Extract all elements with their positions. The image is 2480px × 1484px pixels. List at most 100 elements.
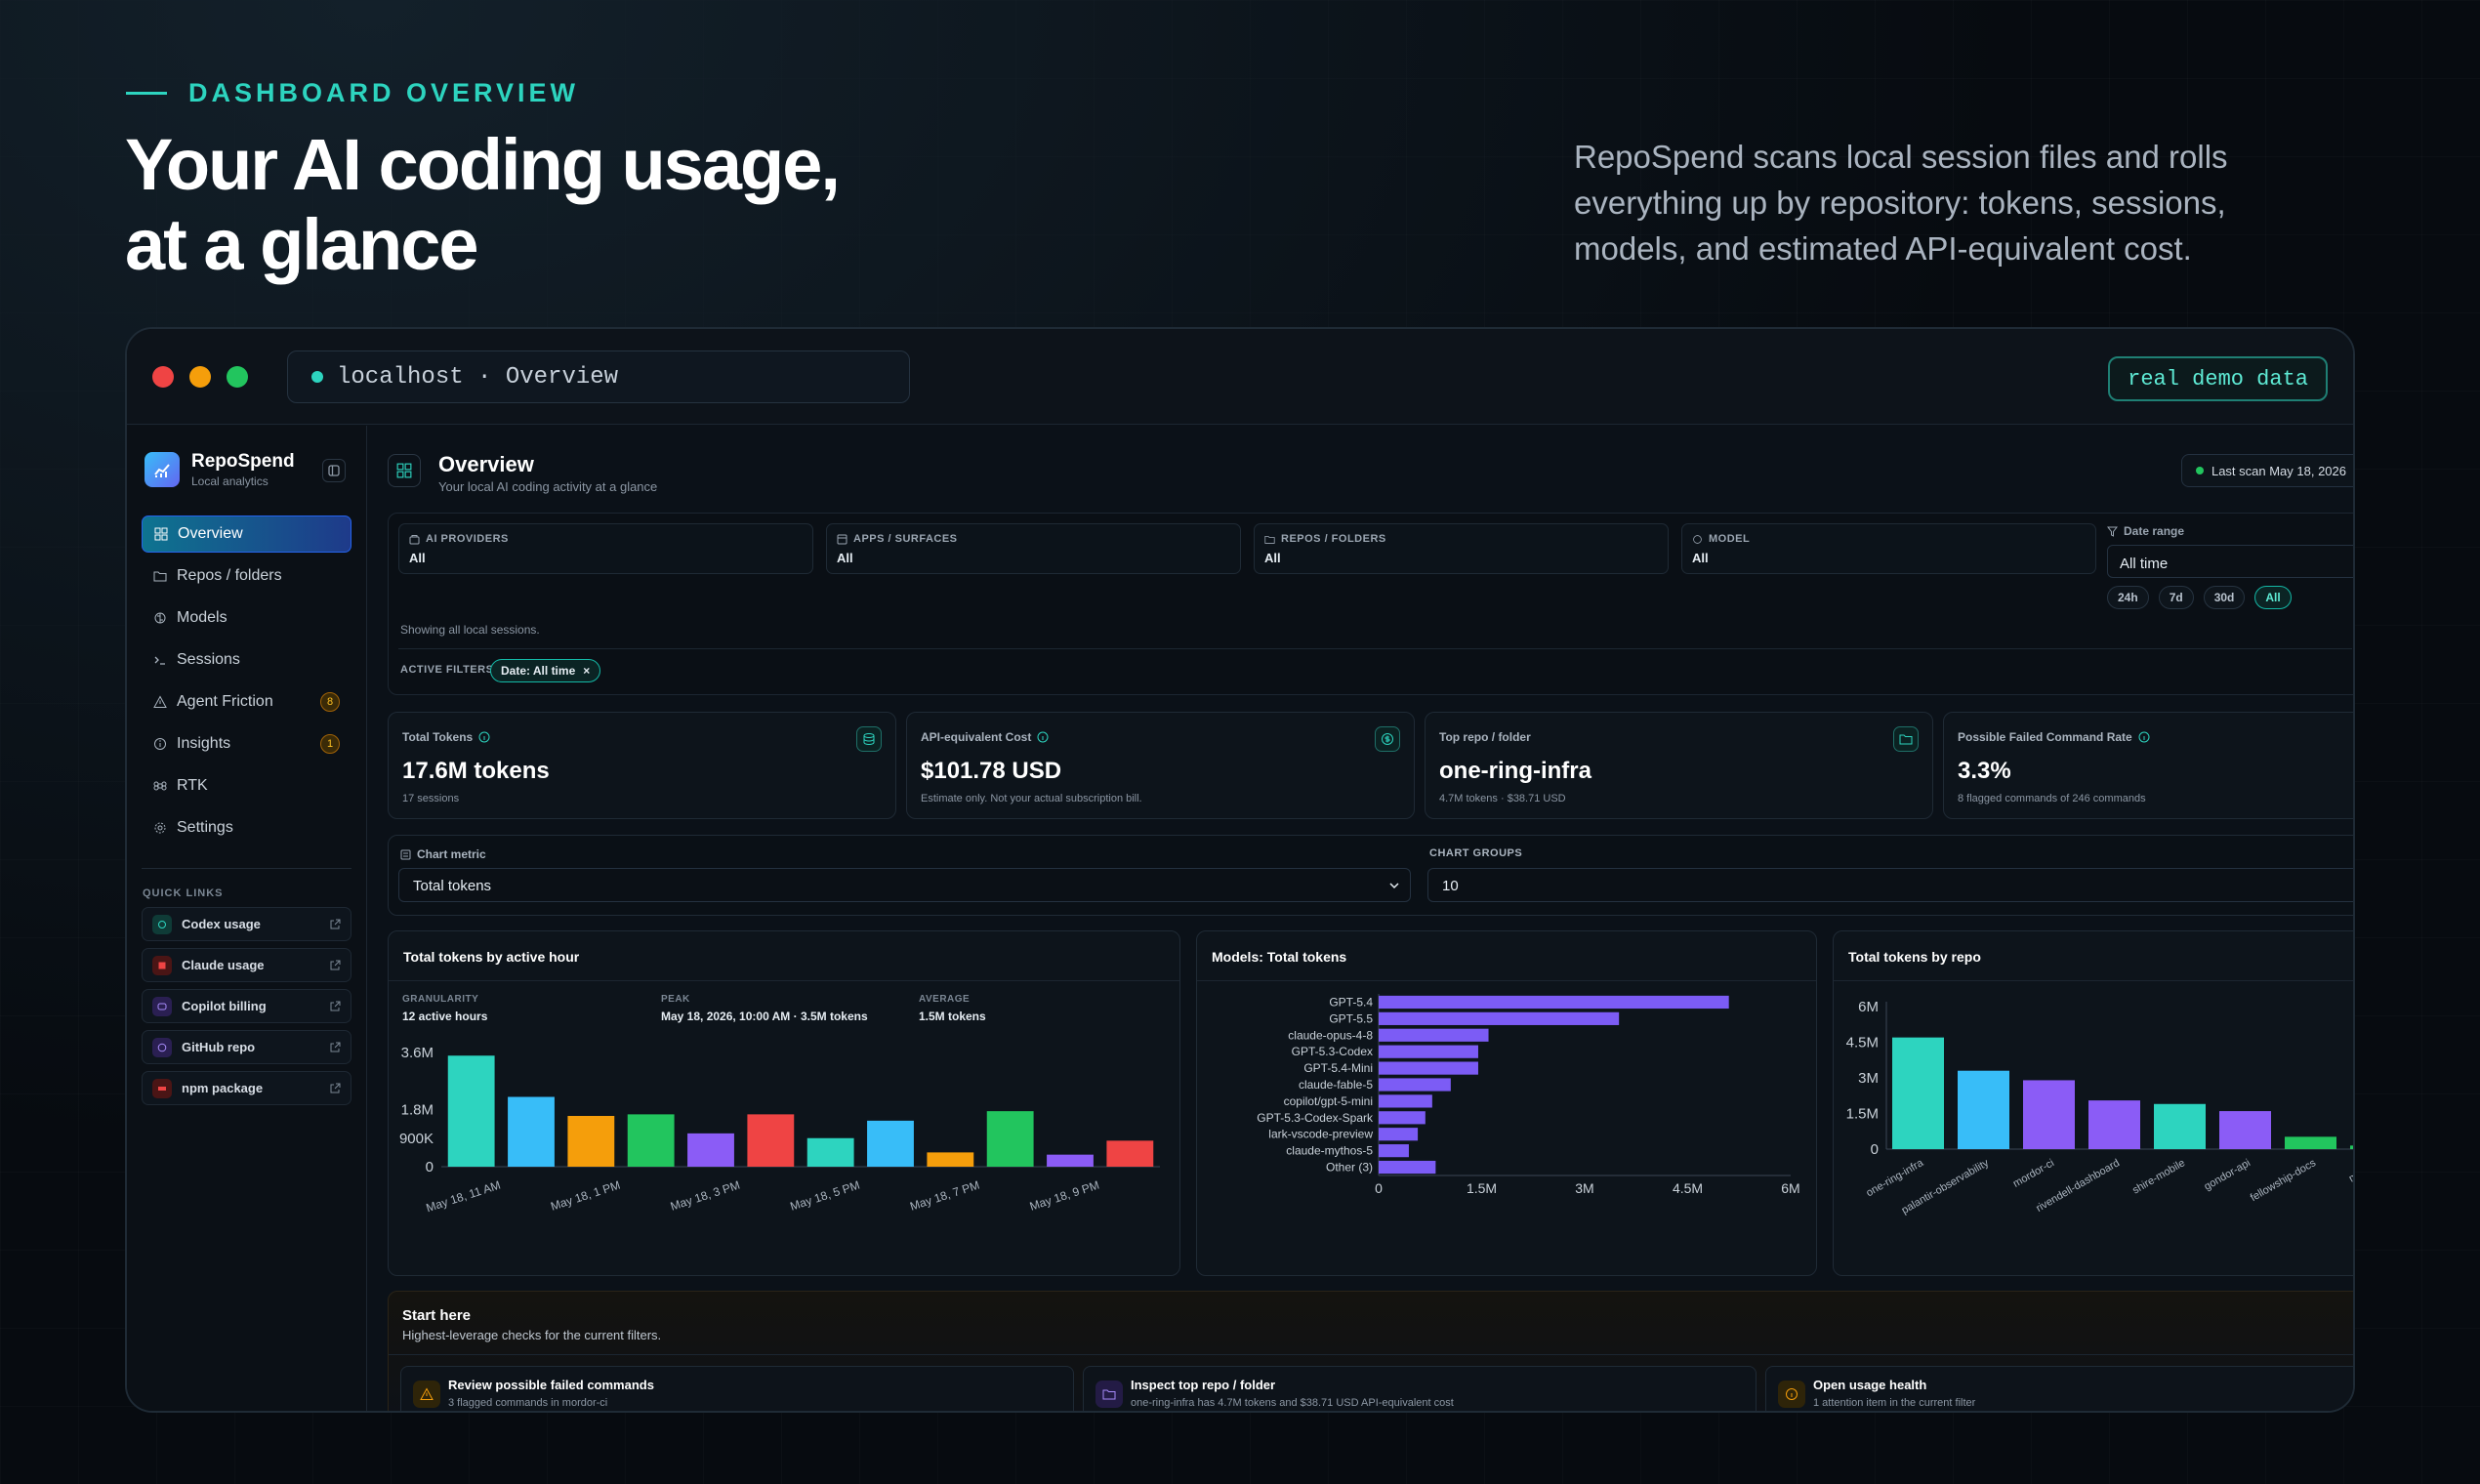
folder-icon xyxy=(1264,535,1275,544)
quick-link-github[interactable]: GitHub repo xyxy=(142,1030,351,1064)
url-bar[interactable]: localhost · Overview xyxy=(287,350,910,403)
info-icon[interactable] xyxy=(1037,731,1049,743)
models-bar-chart: GPT-5.4 GPT-5.5 claude-opus-4-8 GPT-5.3-Cod… xyxy=(1257,994,1800,1196)
y-tick-label: lark-vscode-preview xyxy=(1268,1128,1373,1141)
y-tick-label: 6M xyxy=(1858,999,1879,1015)
bar xyxy=(806,1137,854,1167)
filter-value: All xyxy=(1264,551,1281,565)
reposspend-logo-icon xyxy=(145,452,180,487)
filter-repos-folders[interactable]: REPOS / FOLDERS All xyxy=(1254,523,1669,574)
brand-name: RepoSpend xyxy=(191,451,295,472)
x-tick-label: fellowship-docs xyxy=(2249,1157,2319,1204)
chart-card-active-hour: Total tokens by active hour GRANULARITY 1… xyxy=(388,930,1180,1276)
filter-apps-surfaces[interactable]: APPS / SURFACES All xyxy=(826,523,1241,574)
filter-value: All xyxy=(409,551,426,565)
chart-metric-label-text: Chart metric xyxy=(417,847,486,861)
x-tick-label: shire-mobile xyxy=(2130,1157,2187,1196)
date-range-label: Date range xyxy=(2107,524,2184,538)
minimize-window-button[interactable] xyxy=(189,366,211,388)
kpi-value: $101.78 USD xyxy=(921,758,1062,784)
start-card-usage-health[interactable]: Open usage health 1 attention item in the… xyxy=(1765,1366,2353,1411)
filter-model[interactable]: MODEL All xyxy=(1681,523,2096,574)
chart-groups-input[interactable]: 10 xyxy=(1427,868,2353,902)
quick-link-label: GitHub repo xyxy=(182,1040,256,1054)
start-here-title: Start here xyxy=(402,1307,472,1324)
status-dot-icon xyxy=(2195,467,2204,474)
info-icon[interactable] xyxy=(2138,731,2150,743)
sidebar-item-insights[interactable]: Insights 1 xyxy=(142,725,351,763)
x-tick-label: May 18, 5 PM xyxy=(789,1178,862,1214)
chart-title: Models: Total tokens xyxy=(1212,949,1347,965)
sidebar-item-overview[interactable]: Overview xyxy=(142,515,351,553)
quick-links: Codex usage Claude usage Copilot billing… xyxy=(142,907,351,1112)
meta-value: 12 active hours xyxy=(402,1010,488,1023)
quick-link-codex[interactable]: Codex usage xyxy=(142,907,351,941)
start-card-title: Inspect top repo / folder xyxy=(1131,1378,1276,1392)
info-icon xyxy=(1778,1381,1805,1408)
meta-key: AVERAGE xyxy=(919,994,971,1005)
grid-icon xyxy=(154,527,168,541)
quick-link-label: Claude usage xyxy=(182,958,265,972)
x-tick-label: 3M xyxy=(1575,1180,1593,1196)
bar xyxy=(1379,1128,1419,1141)
start-card-top-repo[interactable]: Inspect top repo / folder one-ring-infra … xyxy=(1083,1366,1757,1411)
eyebrow-line xyxy=(126,92,167,95)
x-tick-label: 0 xyxy=(1375,1180,1383,1196)
y-tick-label: GPT-5.4 xyxy=(1329,995,1373,1009)
meta-peak: PEAK May 18, 2026, 10:00 AM · 3.5M tokens xyxy=(661,994,868,1023)
y-tick-label: GPT-5.5 xyxy=(1329,1011,1373,1025)
y-tick-label: 900K xyxy=(399,1131,434,1147)
close-window-button[interactable] xyxy=(152,366,174,388)
overview-grid-icon xyxy=(388,454,421,487)
sidebar-item-agent-friction[interactable]: Agent Friction 8 xyxy=(142,683,351,721)
sidebar-item-models[interactable]: Models xyxy=(142,599,351,637)
start-here-subtitle: Highest-leverage checks for the current … xyxy=(402,1328,662,1342)
bar xyxy=(2088,1100,2140,1149)
bar xyxy=(627,1114,675,1167)
filter-value: All xyxy=(1692,551,1709,565)
kpi-label: Top repo / folder xyxy=(1439,730,1531,744)
sidebar-item-rtk[interactable]: RTK xyxy=(142,767,351,804)
maximize-window-button[interactable] xyxy=(227,366,248,388)
meta-value: May 18, 2026, 10:00 AM · 3.5M tokens xyxy=(661,1010,868,1023)
y-tick-label: 4.5M xyxy=(1846,1035,1879,1051)
agent-friction-badge: 8 xyxy=(320,692,340,712)
quick-link-npm[interactable]: npm package xyxy=(142,1071,351,1105)
sidebar-item-repos[interactable]: Repos / folders xyxy=(142,557,351,595)
bar xyxy=(567,1116,615,1167)
filter-label: AI PROVIDERS xyxy=(426,533,509,545)
start-card-failed-commands[interactable]: Review possible failed commands 3 flagged… xyxy=(400,1366,1074,1411)
sidebar-item-settings[interactable]: Settings xyxy=(142,809,351,846)
remove-filter-icon[interactable]: × xyxy=(583,664,591,678)
quick-link-claude[interactable]: Claude usage xyxy=(142,948,351,982)
npm-icon xyxy=(152,1078,172,1098)
kpi-label: Total Tokens xyxy=(402,730,474,744)
chip-30d[interactable]: 30d xyxy=(2203,586,2246,609)
start-card-sub: 1 attention item in the current filter xyxy=(1813,1397,1976,1409)
last-scan-badge: Last scan May 18, 2026 xyxy=(2180,454,2353,487)
kpi-sub: Estimate only. Not your actual subscript… xyxy=(921,793,1142,804)
chart-metric-select[interactable]: Total tokens xyxy=(398,868,1411,902)
x-tick-label: May 18, 11 AM xyxy=(425,1178,503,1216)
filter-ai-providers[interactable]: AI PROVIDERS All xyxy=(398,523,813,574)
quick-link-copilot[interactable]: Copilot billing xyxy=(142,989,351,1023)
bar xyxy=(1379,1094,1432,1108)
eyebrow-text: DASHBOARD OVERVIEW xyxy=(188,78,580,107)
bar xyxy=(447,1055,495,1167)
sidebar-item-sessions[interactable]: Sessions xyxy=(142,641,351,679)
chip-all[interactable]: All xyxy=(2254,586,2292,609)
brand[interactable]: RepoSpend Local analytics xyxy=(145,451,295,488)
info-icon[interactable] xyxy=(478,731,490,743)
gear-icon xyxy=(154,822,166,834)
chip-24h[interactable]: 24h xyxy=(2107,586,2149,609)
hero-title-line1: Your AI coding usage, xyxy=(125,124,841,205)
date-range-input[interactable]: All time xyxy=(2107,545,2353,578)
sidebar-collapse-button[interactable] xyxy=(322,459,346,482)
chip-7d[interactable]: 7d xyxy=(2158,586,2194,609)
kpi-value: one-ring-infra xyxy=(1439,758,1591,784)
brain-icon xyxy=(1693,534,1702,544)
command-icon xyxy=(153,781,167,791)
external-link-icon xyxy=(330,1042,341,1052)
active-filter-chip[interactable]: Date: All time × xyxy=(490,659,601,682)
bar xyxy=(1379,995,1729,1010)
